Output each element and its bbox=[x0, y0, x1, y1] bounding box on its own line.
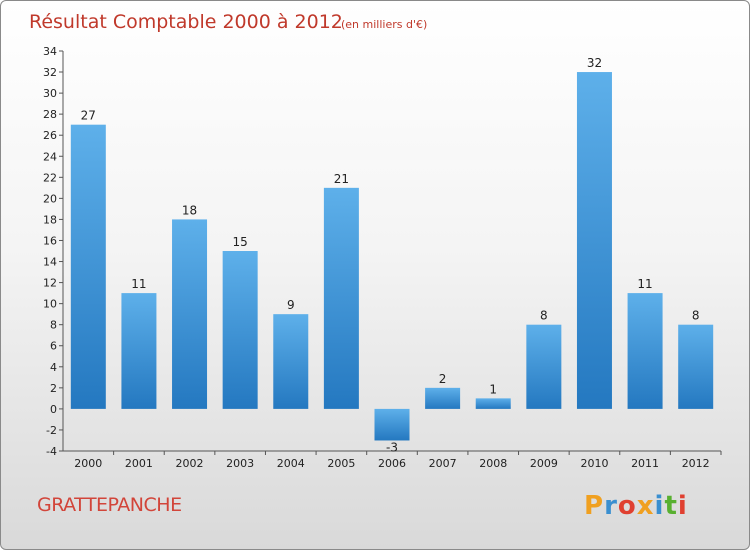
y-tick-label: 14 bbox=[43, 256, 57, 269]
bar-2003 bbox=[222, 251, 258, 409]
x-tick-label: 2011 bbox=[631, 457, 659, 470]
x-tick-label: 2006 bbox=[378, 457, 406, 470]
bar-2010 bbox=[576, 72, 612, 409]
x-tick-label: 2007 bbox=[429, 457, 457, 470]
x-tick-label: 2008 bbox=[479, 457, 507, 470]
bar-2008 bbox=[475, 398, 511, 409]
data-label-2009: 8 bbox=[540, 309, 548, 323]
y-tick-label: 32 bbox=[43, 66, 57, 79]
chart-title: Résultat Comptable 2000 à 2012 bbox=[29, 11, 343, 33]
chart-subtitle: (en milliers d'€) bbox=[341, 18, 427, 31]
logo-letter: i bbox=[654, 491, 665, 521]
x-tick-label: 2003 bbox=[226, 457, 254, 470]
proxiti-logo[interactable]: Proxiti bbox=[584, 491, 688, 521]
data-label-2005: 21 bbox=[334, 172, 349, 186]
bar-2006 bbox=[374, 408, 410, 441]
y-tick-label: 16 bbox=[43, 234, 57, 247]
logo-letter: t bbox=[664, 491, 678, 521]
y-tick-label: 20 bbox=[43, 192, 57, 205]
y-tick-label: 6 bbox=[50, 340, 57, 353]
data-label-2010: 32 bbox=[587, 56, 602, 70]
x-tick-label: 2004 bbox=[277, 457, 305, 470]
logo-letter: r bbox=[604, 491, 618, 521]
y-tick-label: -4 bbox=[46, 445, 57, 458]
x-tick-label: 2012 bbox=[682, 457, 710, 470]
data-label-2002: 18 bbox=[182, 203, 197, 217]
x-tick-label: 2005 bbox=[327, 457, 355, 470]
logo-letter: o bbox=[617, 491, 637, 521]
bar-2012 bbox=[678, 324, 714, 409]
data-label-2008: 1 bbox=[489, 382, 497, 396]
y-tick-label: 0 bbox=[50, 403, 57, 416]
place-name: GRATTEPANCHE bbox=[37, 494, 182, 516]
data-label-2006: -3 bbox=[386, 440, 398, 454]
y-tick-label: 2 bbox=[50, 382, 57, 395]
bar-2002 bbox=[172, 219, 208, 409]
y-tick-label: 10 bbox=[43, 298, 57, 311]
logo-letter: P bbox=[584, 491, 605, 521]
bar-2011 bbox=[627, 293, 663, 409]
x-tick-label: 2010 bbox=[580, 457, 608, 470]
y-tick-label: 4 bbox=[50, 361, 57, 374]
y-tick-label: 28 bbox=[43, 108, 57, 121]
y-tick-label: 26 bbox=[43, 129, 57, 142]
bar-2007 bbox=[425, 387, 461, 409]
bar-2009 bbox=[526, 324, 562, 409]
data-label-2000: 27 bbox=[81, 109, 96, 123]
y-tick-label: -2 bbox=[46, 424, 57, 437]
y-tick-label: 34 bbox=[43, 45, 57, 58]
data-label-2001: 11 bbox=[131, 277, 146, 291]
x-tick-label: 2000 bbox=[74, 457, 102, 470]
y-tick-label: 12 bbox=[43, 277, 57, 290]
bar-2005 bbox=[323, 187, 359, 409]
y-tick-label: 22 bbox=[43, 171, 57, 184]
bar-2001 bbox=[121, 293, 157, 409]
logo-letter: x bbox=[636, 491, 655, 521]
data-label-2011: 11 bbox=[637, 277, 652, 291]
x-tick-label: 2009 bbox=[530, 457, 558, 470]
bar-2004 bbox=[273, 314, 309, 409]
x-tick-label: 2002 bbox=[176, 457, 204, 470]
y-tick-label: 24 bbox=[43, 150, 57, 163]
data-label-2007: 2 bbox=[439, 372, 447, 386]
x-tick-label: 2001 bbox=[125, 457, 153, 470]
data-label-2004: 9 bbox=[287, 298, 295, 312]
y-tick-label: 8 bbox=[50, 319, 57, 332]
y-tick-label: 30 bbox=[43, 87, 57, 100]
logo-letter: i bbox=[677, 491, 688, 521]
bar-2000 bbox=[70, 124, 106, 409]
y-tick-label: 18 bbox=[43, 213, 57, 226]
data-label-2012: 8 bbox=[692, 309, 700, 323]
data-label-2003: 15 bbox=[233, 235, 248, 249]
